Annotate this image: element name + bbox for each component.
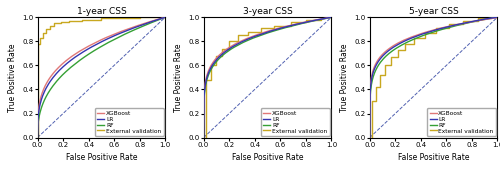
Y-axis label: True Positive Rate: True Positive Rate (340, 43, 348, 112)
Legend: XGBoost, LR, RF, External validation: XGBoost, LR, RF, External validation (95, 108, 164, 136)
Y-axis label: True Positive Rate: True Positive Rate (8, 43, 16, 112)
Y-axis label: True Positive Rate: True Positive Rate (174, 43, 182, 112)
Title: 3-year CSS: 3-year CSS (242, 7, 292, 16)
Legend: XGBoost, LR, RF, External validation: XGBoost, LR, RF, External validation (427, 108, 496, 136)
Title: 5-year CSS: 5-year CSS (408, 7, 459, 16)
X-axis label: False Positive Rate: False Positive Rate (398, 153, 469, 162)
Legend: XGBoost, LR, RF, External validation: XGBoost, LR, RF, External validation (261, 108, 330, 136)
Title: 1-year CSS: 1-year CSS (76, 7, 126, 16)
X-axis label: False Positive Rate: False Positive Rate (232, 153, 303, 162)
X-axis label: False Positive Rate: False Positive Rate (66, 153, 137, 162)
